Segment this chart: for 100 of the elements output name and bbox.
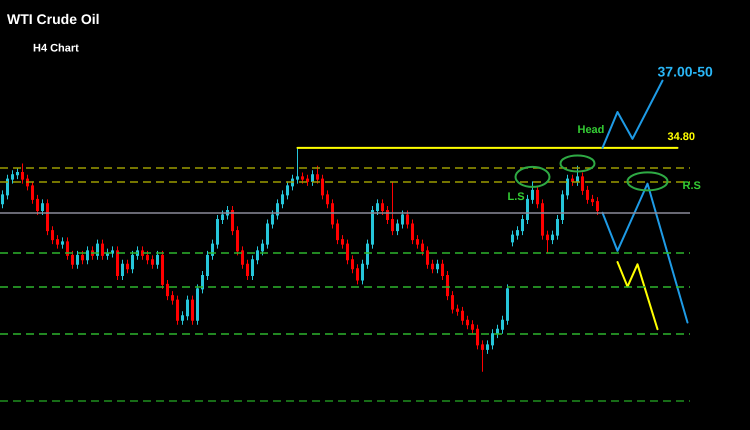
chart-subtitle: H4 Chart: [33, 42, 80, 54]
candlestick: [61, 236, 64, 250]
candlestick: [196, 284, 199, 326]
candlestick: [466, 315, 469, 330]
candlestick: [401, 210, 404, 229]
candlestick: [536, 185, 539, 209]
candlestick: [216, 214, 219, 250]
candlestick: [241, 246, 244, 270]
candlestick: [446, 270, 449, 301]
candlestick: [6, 174, 9, 200]
candlestick: [421, 239, 424, 256]
candlestick: [266, 218, 269, 250]
candlestick: [1, 190, 4, 209]
candlestick: [371, 206, 374, 250]
candlestick: [356, 264, 359, 285]
candlestick: [126, 259, 129, 274]
candlestick: [586, 185, 589, 204]
candlestick: [521, 214, 524, 236]
candlestick: [376, 198, 379, 216]
candlestick: [211, 239, 214, 260]
candlestick: [311, 170, 314, 186]
candlestick: [556, 214, 559, 240]
candlestick: [541, 198, 544, 240]
candlestick: [81, 250, 84, 265]
candlestick: [36, 194, 39, 216]
candlestick: [426, 246, 429, 270]
candlestick: [496, 324, 499, 339]
candlestick: [41, 198, 44, 216]
candlestick: [326, 190, 329, 209]
candlestick: [431, 259, 434, 274]
candlestick: [396, 218, 399, 236]
candlestick: [361, 259, 364, 285]
candlestick: [171, 290, 174, 306]
candlestick: [11, 170, 14, 184]
candlestick: [441, 259, 444, 280]
candlestick: [176, 295, 179, 326]
candlestick: [206, 250, 209, 280]
candlestick: [416, 234, 419, 250]
candlestick: [516, 226, 519, 240]
candlestick: [406, 210, 409, 229]
candlestick: [506, 284, 509, 326]
candlestick: [571, 174, 574, 186]
text: Head: [578, 124, 604, 136]
candlestick: [461, 306, 464, 326]
candlestick: [271, 210, 274, 229]
candlestick: [391, 180, 394, 236]
candlestick: [111, 246, 114, 258]
candlestick: [481, 340, 484, 372]
candlestick: [151, 254, 154, 270]
candlestick: [471, 320, 474, 334]
candlestick: [591, 194, 594, 207]
annotation: R.S: [682, 180, 701, 192]
candlestick: [186, 295, 189, 321]
candlestick: [101, 239, 104, 260]
candlestick: [31, 180, 34, 204]
candlestick: [286, 180, 289, 200]
candlestick: [131, 250, 134, 274]
candlestick: [146, 250, 149, 265]
candlestick: [411, 218, 414, 245]
candlestick: [566, 174, 569, 200]
candlestick: [161, 250, 164, 290]
candlestick: [596, 196, 599, 216]
candlestick: [331, 198, 334, 229]
candlestick: [86, 246, 89, 265]
candlestick: [336, 218, 339, 245]
candlestick: [511, 230, 514, 247]
candlestick: [261, 239, 264, 256]
candlestick: [341, 234, 344, 250]
candlestick: [346, 239, 349, 265]
candlestick: [16, 167, 19, 180]
candlestick: [51, 226, 54, 245]
candlestick: [231, 206, 234, 236]
candlestick: [281, 190, 284, 209]
candlestick: [531, 180, 534, 204]
candlestick: [486, 340, 489, 354]
candlestick: [66, 236, 69, 260]
candlestick: [321, 174, 324, 200]
candlestick: [21, 162, 24, 184]
annotation: 34.80: [668, 130, 696, 143]
candlestick: [576, 165, 579, 186]
candlestick: [526, 194, 529, 224]
candlestick: [221, 210, 224, 224]
candlestick: [276, 198, 279, 220]
candlestick: [501, 315, 504, 334]
candlestick: [96, 239, 99, 260]
candlestick: [116, 246, 119, 280]
candlestick: [191, 295, 194, 326]
candlestick: [71, 250, 74, 270]
candlestick: [201, 270, 204, 294]
candlestick: [551, 230, 554, 245]
candlestick: [581, 172, 584, 196]
candlestick: [366, 239, 369, 270]
candlestick: [256, 246, 259, 265]
candlestick: [561, 190, 564, 224]
candlestick: [156, 250, 159, 270]
candlestick: [251, 254, 254, 280]
candlestick: [451, 290, 454, 314]
candlestick: [436, 259, 439, 274]
candlestick: [306, 174, 309, 186]
chart-title: WTI Crude Oil: [7, 11, 100, 27]
